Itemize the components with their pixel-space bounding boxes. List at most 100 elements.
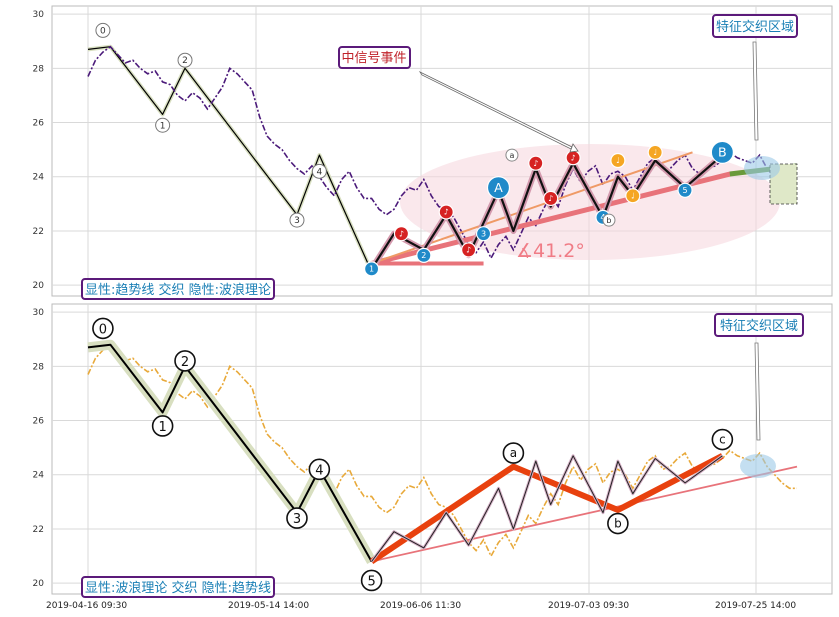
wave-label-circle <box>155 117 171 133</box>
wave-label-text: 3 <box>294 216 300 226</box>
abc-label-text: a <box>510 446 517 460</box>
wave-label-text: 2 <box>181 355 189 370</box>
wave-mark-text: a <box>509 151 514 160</box>
footer-label-top-box <box>81 278 275 300</box>
x-tick-labels: 2019-04-16 09:30 2019-05-14 14:00 2019-06-… <box>46 601 796 611</box>
badge-red <box>528 155 544 171</box>
bottom-zigzag-swings <box>370 454 724 563</box>
abc-label-circle <box>711 428 734 451</box>
y-tick-label: 20 <box>33 579 45 589</box>
event-callout-box <box>338 46 411 69</box>
badge-orange <box>625 188 641 204</box>
bottom-abc-wave <box>369 453 776 564</box>
y-tick-label: 22 <box>33 525 44 535</box>
y-tick-label: 20 <box>33 281 45 291</box>
footer-label-top-text: 显性:趋势线 交织 隐性:波浪理论 <box>85 282 271 298</box>
top-price-line <box>87 45 797 260</box>
bottom-plot-frame <box>51 303 833 595</box>
wave-label-text: 0 <box>99 322 107 337</box>
wave-label-text: 2 <box>182 56 188 66</box>
wave-label-circle <box>289 212 305 228</box>
wave-label-text: 0 <box>100 26 106 36</box>
footer-label-bottom: 显性:波浪理论 交织 隐性:趋势线 <box>81 576 275 598</box>
badge-orange-text: ♩ <box>616 156 620 165</box>
badge-blue-text: 5 <box>682 186 687 195</box>
zigzag-line <box>370 154 724 270</box>
wave-label-text: 4 <box>315 463 323 478</box>
badge-blue <box>416 247 432 263</box>
badge-red-text: ♪ <box>571 153 576 162</box>
wave-mark-circle <box>505 148 519 162</box>
footer-label-bottom-box <box>81 576 275 598</box>
bottom-y-tick-labels: 20 22 24 26 28 30 <box>33 308 45 589</box>
price-series <box>87 45 797 260</box>
badge-red-text: ♪ <box>548 194 553 203</box>
trendline <box>371 465 798 563</box>
badge-red-text: ♪ <box>466 246 471 255</box>
footer-label-top: 显性:趋势线 交织 隐性:波浪理论 <box>81 278 275 300</box>
zone-highlight <box>740 454 776 478</box>
wave-label-circle <box>177 52 193 68</box>
bottom-price-line <box>87 343 797 558</box>
y-tick-label: 30 <box>33 10 45 20</box>
wave-mark-text: b <box>606 216 611 225</box>
badge-blue-text: 2 <box>421 251 426 260</box>
badge-blue <box>475 226 492 242</box>
badge-red-text: ♪ <box>444 208 449 217</box>
event-callout: 中信号事件 <box>338 46 579 153</box>
badge-big-text: B <box>718 145 727 160</box>
abc-wave-line <box>369 453 724 564</box>
wave-label-circle <box>286 507 308 529</box>
zone-callout-bottom-box <box>714 313 804 337</box>
footer-label-bottom-text: 显性:波浪理论 交织 隐性:趋势线 <box>85 580 271 596</box>
wave-label-text: 5 <box>367 574 375 589</box>
abc-label-text: c <box>719 433 726 447</box>
zone-callout-bottom-arrow <box>754 342 761 441</box>
badge-red <box>543 190 559 207</box>
abc-label-text: b <box>614 517 622 531</box>
wave-mark-circle <box>602 213 616 227</box>
price-series <box>87 343 797 558</box>
wave-label-circle <box>360 569 383 592</box>
y-tick-label: 26 <box>33 417 45 427</box>
zone-callout-bottom-text: 特征交织区域 <box>720 318 798 334</box>
zone-callout-top-box <box>712 14 798 38</box>
y-tick-label: 30 <box>33 308 45 318</box>
badge-blue <box>364 261 380 277</box>
zone-callout-bottom: 特征交织区域 <box>714 313 804 441</box>
top-zigzag-swings <box>369 152 725 271</box>
y-tick-label: 22 <box>33 227 44 237</box>
badge-orange <box>647 144 663 160</box>
wave-label-text: 1 <box>158 420 166 435</box>
event-callout-text: 中信号事件 <box>341 51 406 66</box>
badge-orange <box>610 152 626 169</box>
x-tick-label: 2019-04-16 09:30 <box>46 601 127 611</box>
event-callout-arrow <box>418 70 579 153</box>
badge-red <box>461 242 477 258</box>
top-trendlines <box>369 151 798 266</box>
zone-callout-top: 特征交织区域 <box>712 14 798 141</box>
abc-label-circle <box>502 442 525 464</box>
trendline-lower <box>369 171 733 266</box>
y-tick-label: 26 <box>33 119 45 129</box>
wave-label-text: 1 <box>160 121 166 131</box>
badge-red <box>393 226 410 242</box>
x-tick-label: 2019-06-06 11:30 <box>380 601 461 611</box>
badge-blue-text: 3 <box>481 229 486 238</box>
y-tick-label: 24 <box>33 471 45 481</box>
y-tick-label: 28 <box>33 362 45 372</box>
bottom-wave-labels: 0 1 2 3 4 5 a b c <box>92 317 734 592</box>
x-tick-label: 2019-07-03 09:30 <box>548 601 629 611</box>
bottom-gridlines <box>52 304 832 594</box>
y-tick-label: 28 <box>33 64 45 74</box>
zone-callout-top-arrow <box>752 41 759 141</box>
wave-label-circle <box>92 317 114 340</box>
zone-callout-top-text: 特征交织区域 <box>716 19 794 35</box>
badge-blue-text: 4 <box>600 213 605 222</box>
x-tick-label: 2019-07-25 14:00 <box>715 601 796 611</box>
badge-blue-text: 1 <box>369 265 374 274</box>
wave-label-circle <box>151 415 174 437</box>
wave-label-circle <box>174 350 196 372</box>
wave-label-circle <box>95 22 111 38</box>
